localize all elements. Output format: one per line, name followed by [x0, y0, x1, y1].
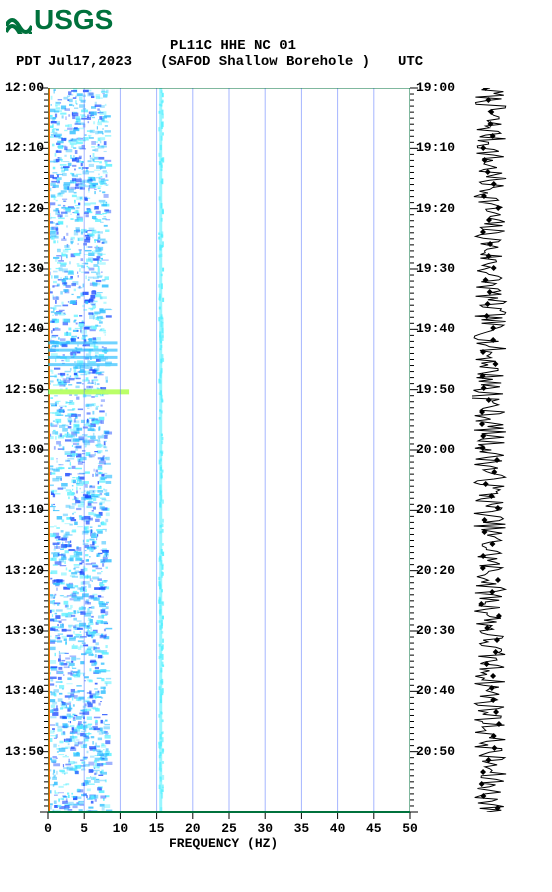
svg-text:0: 0	[44, 821, 52, 836]
svg-text:40: 40	[330, 821, 346, 836]
right-time-tick: 19:30	[416, 261, 455, 276]
usgs-logo-text: USGS	[34, 4, 113, 36]
right-time-tick: 20:10	[416, 502, 455, 517]
svg-text:5: 5	[80, 821, 88, 836]
svg-text:35: 35	[294, 821, 310, 836]
right-tz-label: UTC	[398, 54, 423, 70]
usgs-logo: USGS	[6, 4, 113, 36]
left-time-tick: 13:30	[4, 623, 44, 638]
left-time-tick: 12:20	[4, 201, 44, 216]
plot-date: Jul17,2023	[48, 54, 132, 70]
x-axis-label: FREQUENCY (HZ)	[169, 836, 278, 851]
left-time-tick: 13:20	[4, 563, 44, 578]
left-time-tick: 13:50	[4, 744, 44, 759]
svg-text:10: 10	[113, 821, 129, 836]
right-time-tick: 19:40	[416, 321, 455, 336]
left-time-tick: 12:50	[4, 382, 44, 397]
right-time-tick: 19:20	[416, 201, 455, 216]
left-time-tick: 12:10	[4, 140, 44, 155]
right-time-tick: 20:20	[416, 563, 455, 578]
right-time-tick: 19:50	[416, 382, 455, 397]
right-time-tick: 20:50	[416, 744, 455, 759]
right-time-tick: 19:00	[416, 80, 455, 95]
left-time-tick: 12:40	[4, 321, 44, 336]
plot-title-channel: PL11C HHE NC 01	[170, 38, 296, 54]
svg-text:15: 15	[149, 821, 165, 836]
right-time-tick: 20:40	[416, 683, 455, 698]
svg-text:25: 25	[221, 821, 237, 836]
left-time-tick: 13:00	[4, 442, 44, 457]
right-time-tick: 19:10	[416, 140, 455, 155]
left-time-tick: 12:00	[4, 80, 44, 95]
right-time-tick: 20:30	[416, 623, 455, 638]
left-time-tick: 13:10	[4, 502, 44, 517]
amplitude-side-trace	[472, 88, 508, 812]
left-time-tick: 13:40	[4, 683, 44, 698]
svg-text:20: 20	[185, 821, 201, 836]
plot-station: (SAFOD Shallow Borehole )	[160, 54, 370, 70]
svg-text:50: 50	[402, 821, 418, 836]
left-tz-label: PDT	[16, 54, 41, 70]
svg-text:30: 30	[257, 821, 273, 836]
svg-text:45: 45	[366, 821, 382, 836]
right-time-tick: 20:00	[416, 442, 455, 457]
usgs-wave-icon	[6, 9, 32, 31]
left-time-tick: 12:30	[4, 261, 44, 276]
spectrogram-plot	[48, 88, 410, 812]
